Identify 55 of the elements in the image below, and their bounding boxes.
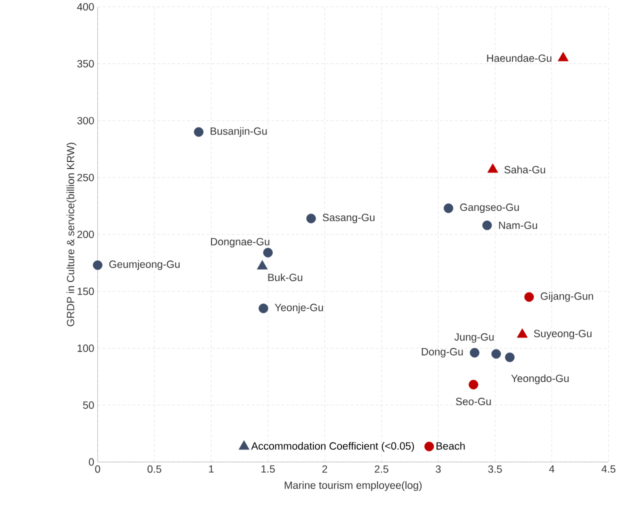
annotation: Dong-Gu xyxy=(422,348,463,358)
point xyxy=(505,352,515,362)
x-tick-label: 3.5 xyxy=(488,465,502,473)
legend-label: Accommodation Coefficient (<0.05) xyxy=(251,442,414,452)
point xyxy=(194,127,204,137)
point xyxy=(470,348,480,358)
point xyxy=(92,260,102,270)
point xyxy=(258,304,268,314)
annotation: Busanjin-Gu xyxy=(210,127,267,137)
point xyxy=(444,203,454,213)
point xyxy=(306,214,316,224)
x-tick-label: 0 xyxy=(95,465,100,473)
x-tick-label: 1.5 xyxy=(261,465,275,473)
annotation: Saha-Gu xyxy=(504,166,546,174)
annotation: Buk-Gu xyxy=(268,273,302,282)
y-tick-label: 150 xyxy=(78,288,94,295)
y-tick-label: 100 xyxy=(78,344,94,352)
y-tick-label: 50 xyxy=(83,401,94,409)
annotation: Dongnae-Gu xyxy=(210,238,270,248)
y-tick-label: 350 xyxy=(77,60,94,68)
annotation: Yeonje-Gu xyxy=(274,303,323,314)
annotation: Suyeong-Gu xyxy=(534,330,592,340)
y-tick-label: 400 xyxy=(77,3,94,10)
annotation: Yeongdo-Gu xyxy=(511,374,569,384)
annotation: Geumjeong-Gu xyxy=(109,260,180,270)
x-axis-title: Marine tourism employee(log) xyxy=(284,481,422,491)
x-tick-label: 1 xyxy=(209,465,214,472)
annotation: Sasang-Gu xyxy=(322,214,374,224)
x-tick-label: 4.5 xyxy=(602,465,616,473)
annotation: Seo-Gu xyxy=(456,398,491,406)
x-tick-label: 3 xyxy=(436,465,441,473)
y-tick-label: 300 xyxy=(77,116,94,124)
annotation: Gijang-Gun xyxy=(540,292,594,302)
point xyxy=(558,52,569,62)
annotation: Haeundae-Gu xyxy=(487,54,552,62)
point xyxy=(516,328,528,338)
y-tick-label: 250 xyxy=(77,174,94,182)
x-tick-label: 0.5 xyxy=(148,465,162,473)
annotation: Jung-Gu xyxy=(454,333,494,343)
point xyxy=(256,260,268,270)
x-tick-label: 2.5 xyxy=(374,465,388,473)
point xyxy=(263,248,273,258)
y-tick-label: 0 xyxy=(88,458,94,466)
x-tick-label: 4 xyxy=(549,465,554,472)
annotation: Gangseo-Gu xyxy=(460,203,519,213)
annotation: Nam-Gu xyxy=(499,222,538,229)
legend-label: Beach xyxy=(436,442,465,450)
point xyxy=(468,380,478,390)
x-tick-label: 2 xyxy=(322,465,328,473)
point xyxy=(491,349,501,359)
y-axis-title: GRDP in Culture & service(billion KRW) xyxy=(66,142,76,326)
point xyxy=(524,292,534,302)
point xyxy=(487,163,498,173)
y-tick-label: 200 xyxy=(77,230,94,238)
point xyxy=(482,220,492,230)
